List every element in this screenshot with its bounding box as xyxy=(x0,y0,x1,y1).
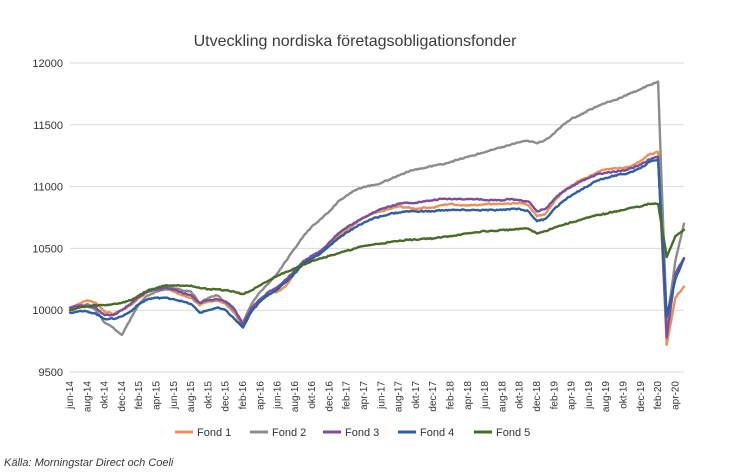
legend-label: Fond 2 xyxy=(272,427,306,439)
x-tick-label: apr-20 xyxy=(670,381,681,410)
x-tick-label: okt-17 xyxy=(411,381,422,409)
x-tick-label: okt-18 xyxy=(515,381,526,409)
x-tick-label: apr-17 xyxy=(359,381,370,410)
x-tick-label: feb-19 xyxy=(549,381,560,410)
x-tick-label: feb-16 xyxy=(238,381,249,410)
x-tick-label: feb-20 xyxy=(653,381,664,410)
x-tick-label: aug-15 xyxy=(186,381,197,413)
x-tick-label: feb-17 xyxy=(342,381,353,410)
legend-label: Fond 3 xyxy=(345,427,379,439)
x-tick-label: jun-16 xyxy=(273,381,284,410)
chart-title: Utveckling nordiska företagsobligationsf… xyxy=(194,33,518,50)
legend-label: Fond 1 xyxy=(197,427,231,439)
x-tick-label: okt-14 xyxy=(100,381,111,409)
series-line xyxy=(68,202,686,312)
series-lines xyxy=(68,80,686,346)
source-note: Källa: Morningstar Direct och Coeli xyxy=(4,457,174,469)
x-tick-label: okt-15 xyxy=(203,381,214,409)
x-tick-label: dec-17 xyxy=(428,381,439,412)
x-tick-label: jun-18 xyxy=(480,381,491,410)
legend-label: Fond 4 xyxy=(420,427,454,439)
x-tick-label: apr-15 xyxy=(151,381,162,410)
y-tick-label: 10000 xyxy=(32,305,63,317)
x-tick-label: dec-19 xyxy=(636,381,647,412)
x-tick-label: feb-18 xyxy=(446,381,457,410)
legend: Fond 1 Fond 2 Fond 3 Fond 4 Fond 5 xyxy=(175,427,530,439)
x-tick-label: aug-17 xyxy=(394,381,405,413)
x-tick-label: okt-19 xyxy=(618,381,629,409)
legend-label: Fond 5 xyxy=(496,427,530,439)
x-tick-label: jun-15 xyxy=(169,381,180,410)
y-tick-label: 11500 xyxy=(33,120,63,132)
x-tick-label: aug-14 xyxy=(82,381,93,413)
x-tick-label: dec-16 xyxy=(324,381,335,412)
x-tick-label: apr-16 xyxy=(255,381,266,410)
series-line xyxy=(68,155,686,339)
y-tick-label: 11000 xyxy=(33,182,63,194)
gridlines xyxy=(70,62,684,373)
x-tick-label: aug-18 xyxy=(497,381,508,413)
x-tick-label: okt-16 xyxy=(307,381,318,409)
x-tick-label: dec-15 xyxy=(221,381,232,412)
series-line xyxy=(68,80,686,337)
y-tick-label: 9500 xyxy=(39,367,63,379)
x-tick-label: feb-15 xyxy=(134,381,145,410)
x-tick-label: aug-19 xyxy=(601,381,612,413)
series-line xyxy=(68,158,686,329)
x-tick-label: jun-19 xyxy=(584,381,595,410)
y-tick-label: 10500 xyxy=(32,243,63,255)
x-axis-ticks: jun-14 aug-14 okt-14 dec-14 feb-15 apr-15 jun-… xyxy=(65,381,681,413)
x-tick-label: apr-19 xyxy=(567,381,578,410)
x-tick-label: jun-17 xyxy=(376,381,387,410)
x-tick-label: apr-18 xyxy=(463,381,474,410)
y-axis-ticks: 9500 10000 10500 11000 11500 12000 xyxy=(32,58,63,379)
x-tick-label: jun-14 xyxy=(65,381,76,410)
x-tick-label: dec-14 xyxy=(117,381,128,412)
x-tick-label: aug-16 xyxy=(290,381,301,413)
x-tick-label: dec-18 xyxy=(532,381,543,412)
y-tick-label: 12000 xyxy=(32,58,63,70)
